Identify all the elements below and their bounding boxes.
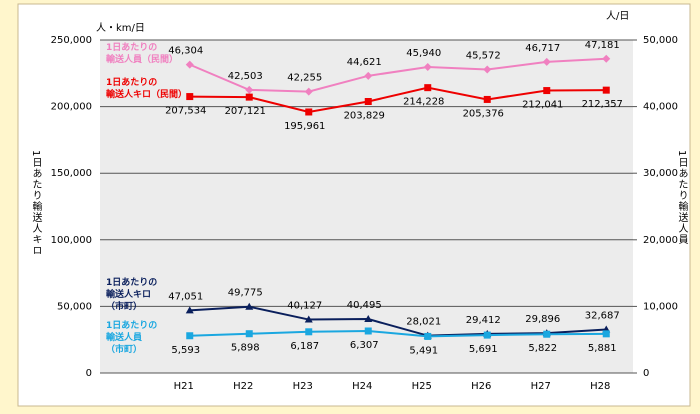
marker	[245, 330, 253, 338]
marker	[602, 54, 611, 63]
y-tick-label: 200,000	[51, 102, 92, 113]
data-label: 5,881	[588, 343, 617, 354]
data-label: 212,357	[582, 99, 623, 110]
legend-label: 1日あたりの 輸送人員 （市町）	[106, 321, 158, 355]
data-label: 5,898	[231, 343, 260, 354]
series-line	[189, 305, 607, 337]
data-label: 29,412	[466, 315, 501, 326]
marker	[186, 332, 194, 340]
data-label: 47,181	[585, 40, 620, 51]
x-tick-label: H28	[590, 381, 610, 392]
marker	[602, 86, 610, 94]
x-tick-label: H25	[412, 381, 432, 392]
x-tick-label: H21	[174, 381, 194, 392]
marker	[543, 87, 551, 95]
marker	[424, 332, 432, 340]
series-line	[189, 86, 607, 114]
data-label: 5,691	[469, 344, 498, 355]
data-label: 207,534	[165, 106, 206, 117]
x-tick-label: H27	[531, 381, 551, 392]
x-tick-label: H22	[233, 381, 253, 392]
marker	[542, 57, 551, 66]
y-tick-label: 250,000	[51, 35, 92, 46]
y-unit: 人・km/日	[96, 22, 145, 34]
data-label: 32,687	[585, 310, 620, 321]
y2-tick-label: 40,000	[643, 102, 678, 113]
data-label: 207,121	[225, 106, 266, 117]
marker	[364, 327, 372, 335]
marker	[364, 71, 373, 80]
marker	[483, 331, 491, 339]
marker	[245, 302, 254, 310]
y2-tick-label: 30,000	[643, 168, 678, 179]
data-label: 45,940	[406, 48, 441, 59]
y2-unit: 人/日	[606, 10, 629, 22]
marker	[304, 87, 313, 96]
data-label: 49,775	[228, 288, 263, 299]
series-line	[189, 57, 607, 93]
marker	[185, 306, 194, 314]
marker	[245, 93, 253, 101]
y-tick-label: 100,000	[51, 235, 92, 246]
marker	[364, 315, 373, 323]
marker	[423, 63, 432, 72]
y-tick-label: 50,000	[57, 301, 92, 312]
data-label: 195,961	[284, 121, 325, 132]
data-label: 5,593	[171, 345, 200, 356]
y2-tick-label: 50,000	[643, 35, 678, 46]
data-label: 5,822	[528, 343, 557, 354]
data-label: 6,187	[290, 341, 319, 352]
data-label: 46,717	[525, 43, 560, 54]
x-tick-label: H24	[352, 381, 372, 392]
y2-axis-title: 1日あたり輸送人員	[676, 150, 688, 245]
data-label: 212,041	[522, 100, 563, 111]
y-axis-title: 1日あたり輸送人キロ	[30, 150, 42, 256]
data-label: 203,829	[344, 110, 385, 121]
series-line	[189, 329, 607, 338]
data-label: 205,376	[463, 108, 504, 119]
marker	[245, 85, 254, 94]
marker	[305, 108, 313, 116]
marker	[424, 84, 432, 92]
marker	[543, 330, 551, 338]
y2-tick-label: 0	[643, 368, 649, 379]
y2-tick-label: 10,000	[643, 301, 678, 312]
y-tick-label: 150,000	[51, 168, 92, 179]
data-label: 42,255	[287, 73, 322, 84]
marker	[602, 330, 610, 338]
marker	[483, 65, 492, 74]
data-label: 28,021	[406, 317, 441, 328]
data-label: 40,495	[347, 300, 382, 311]
data-label: 5,491	[409, 345, 438, 356]
data-label: 44,621	[347, 57, 382, 68]
x-tick-label: H23	[293, 381, 313, 392]
data-label: 29,896	[525, 314, 560, 325]
data-label: 40,127	[287, 301, 322, 312]
data-label: 6,307	[350, 340, 379, 351]
y2-tick-label: 20,000	[643, 235, 678, 246]
marker	[483, 95, 491, 103]
data-label: 42,503	[228, 71, 263, 82]
marker	[364, 97, 372, 105]
y-tick-label: 0	[86, 368, 92, 379]
data-label: 214,228	[403, 97, 444, 108]
data-label: 46,304	[168, 46, 203, 57]
marker	[304, 315, 313, 323]
data-label: 45,572	[466, 50, 501, 61]
legend-label: 1日あたりの 輸送人キロ（民間）	[106, 78, 188, 100]
marker	[305, 328, 313, 336]
marker	[185, 60, 194, 69]
data-label: 47,051	[168, 291, 203, 302]
marker	[186, 93, 194, 101]
legend-label: 1日あたりの 輸送人キロ （市町）	[106, 278, 158, 312]
x-tick-label: H26	[471, 381, 491, 392]
legend-label: 1日あたりの 輸送人員（民間）	[106, 43, 179, 65]
